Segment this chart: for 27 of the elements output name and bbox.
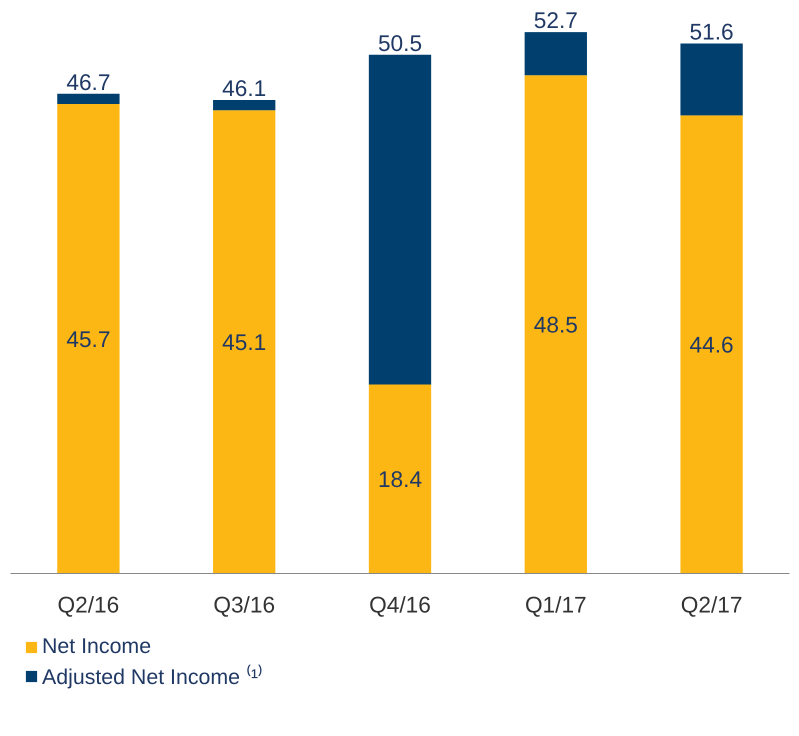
bar: [57, 104, 120, 574]
bar: [57, 94, 120, 104]
x-tick-label: Q2/17: [680, 592, 742, 618]
data-label: 45.1: [222, 328, 266, 355]
x-tick-label: Q1/17: [524, 592, 587, 618]
data-label: 44.6: [690, 331, 734, 358]
x-tick-label: Q3/16: [213, 592, 276, 618]
data-label: 18.4: [378, 466, 422, 492]
legend-label: Net Income: [42, 634, 152, 659]
total-label: 51.6: [690, 18, 734, 44]
total-label: 52.7: [534, 7, 578, 34]
data-label: 45.7: [66, 326, 110, 352]
bar: [213, 100, 276, 110]
total-label: 46.1: [222, 74, 266, 101]
x-tick-label: Q4/16: [369, 592, 431, 618]
total-label: 50.5: [378, 30, 422, 56]
bar: [524, 75, 587, 574]
bar: [368, 384, 432, 574]
bar: [680, 43, 743, 116]
bar: [368, 54, 432, 384]
x-tick-label: Q2/16: [58, 592, 120, 618]
total-label: 46.7: [66, 68, 110, 95]
legend-label: Adjusted Net Income ⁽¹⁾: [42, 664, 264, 690]
bar: [213, 110, 276, 574]
bar: [524, 32, 587, 76]
data-label: 48.5: [534, 311, 578, 338]
bar: [680, 115, 743, 574]
